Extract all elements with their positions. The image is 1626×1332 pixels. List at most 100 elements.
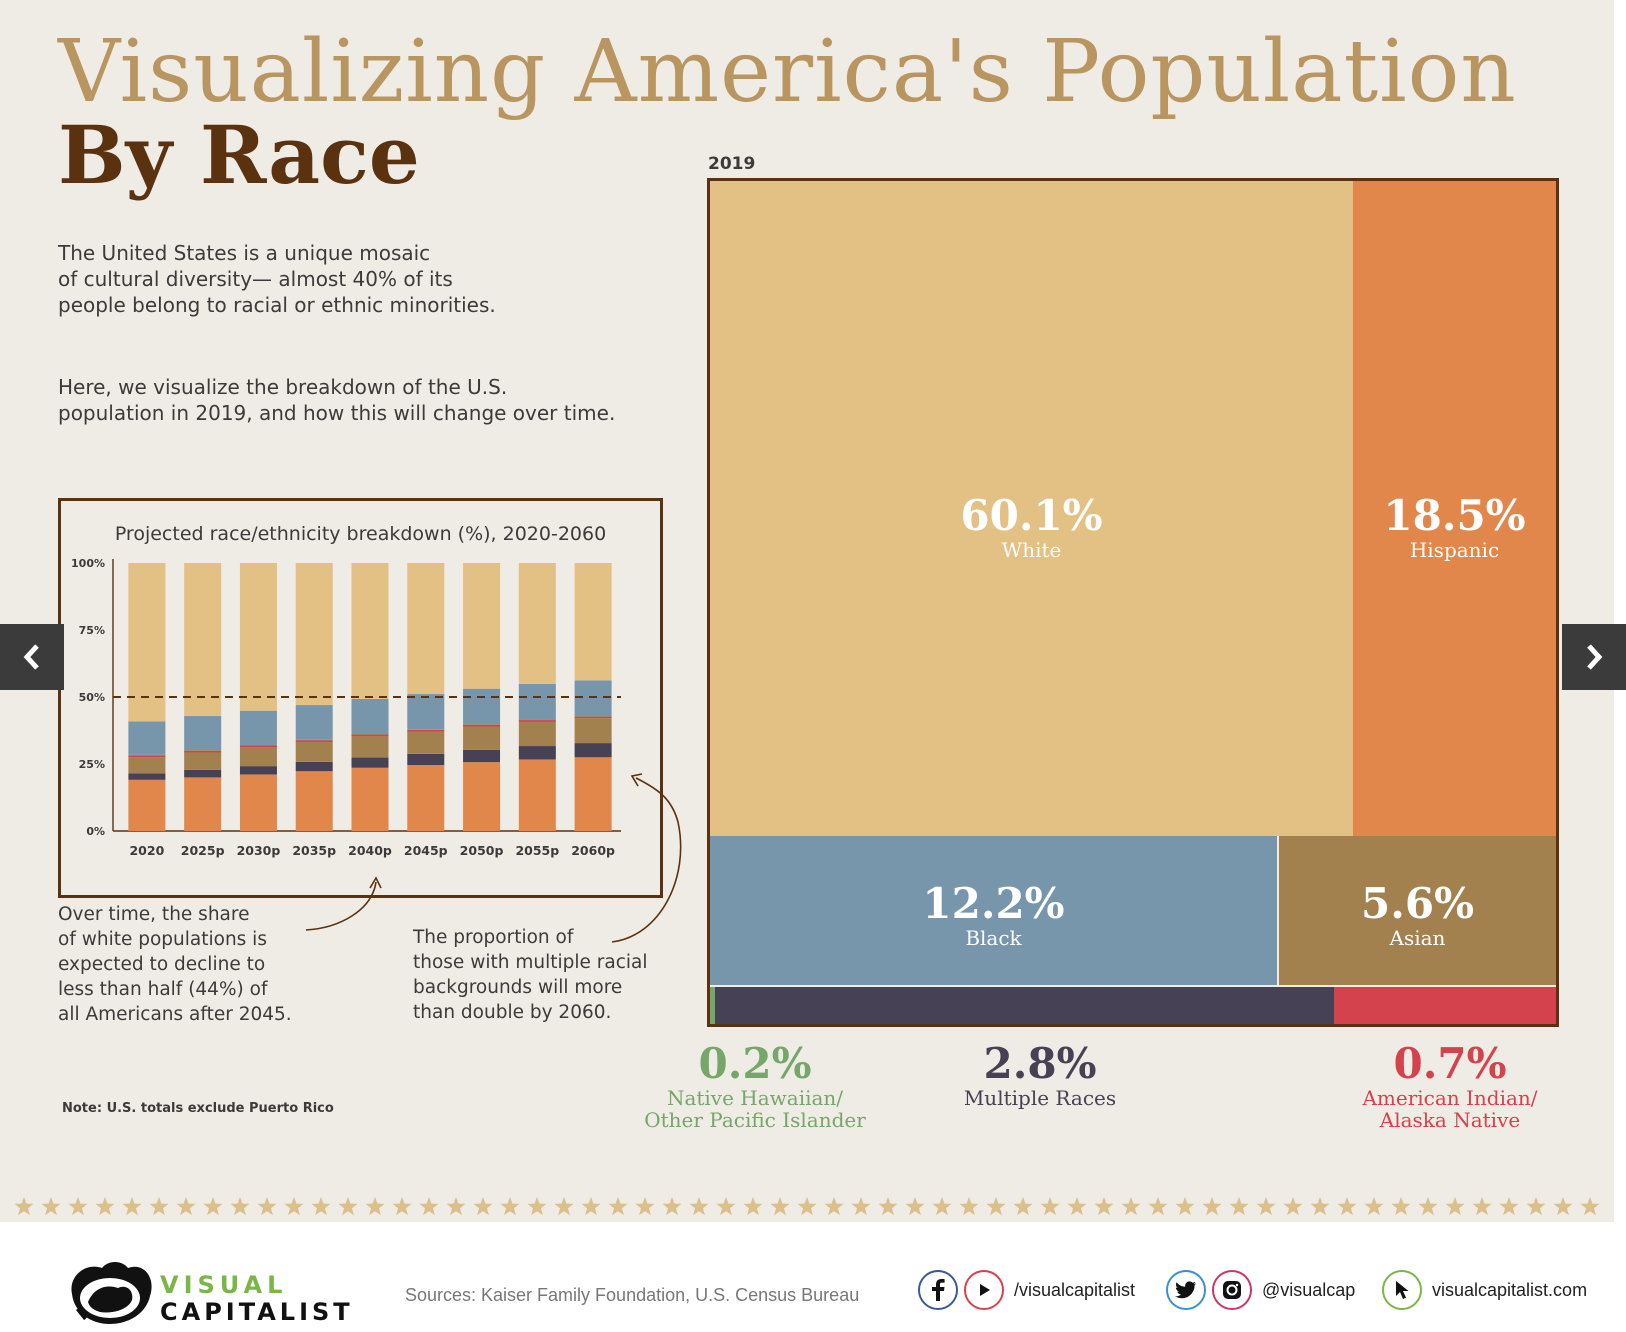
y-tick-label: 0% bbox=[86, 825, 105, 838]
bar-segment-asian bbox=[574, 718, 612, 744]
sources: Sources: Kaiser Family Foundation, U.S. … bbox=[405, 1285, 860, 1305]
star-icon bbox=[986, 1197, 1006, 1216]
star-icon bbox=[689, 1197, 709, 1216]
instagram-icon[interactable] bbox=[1212, 1270, 1252, 1310]
website-link[interactable]: visualcapitalist.com bbox=[1382, 1268, 1587, 1312]
star-icon bbox=[1148, 1197, 1168, 1216]
label-american-indian-value: 0.7% bbox=[1393, 1039, 1507, 1088]
y-tick-label: 25% bbox=[79, 758, 105, 771]
annotation-white-decline: Over time, the share of white population… bbox=[58, 904, 292, 1025]
star-icon bbox=[959, 1197, 979, 1216]
annotation-multiple-races: The proportion of those with multiple ra… bbox=[413, 927, 648, 1023]
star-icon bbox=[1472, 1197, 1492, 1216]
star-icon bbox=[230, 1197, 250, 1216]
bar-segment-native_hawaiian bbox=[128, 754, 166, 756]
star-icon bbox=[905, 1197, 925, 1216]
bar-segment-multiple bbox=[574, 743, 612, 758]
x-tick-label: 2030p bbox=[237, 843, 281, 858]
cursor-icon[interactable] bbox=[1382, 1270, 1422, 1310]
star-icon bbox=[365, 1197, 385, 1216]
tile-asian: 5.6% Asian bbox=[1277, 836, 1556, 985]
x-tick-label: 2035p bbox=[292, 843, 336, 858]
star-icon bbox=[1499, 1197, 1519, 1216]
chart-title: Projected race/ethnicity breakdown (%), … bbox=[114, 523, 607, 545]
projection-chart-panel: Projected race/ethnicity breakdown (%), … bbox=[58, 498, 663, 898]
bar-segment-american_indian bbox=[128, 755, 166, 758]
bar-segment-multiple bbox=[463, 749, 501, 763]
star-icon bbox=[932, 1197, 952, 1216]
bar-segment-hispanic bbox=[295, 771, 333, 831]
bar-segment-hispanic bbox=[518, 759, 556, 831]
bar-segment-white bbox=[295, 563, 333, 706]
infographic: Visualizing America's Population By Race… bbox=[0, 0, 1614, 1222]
bar-segment-asian bbox=[518, 721, 556, 747]
social-twitter-instagram[interactable]: @visualcap bbox=[1166, 1268, 1355, 1312]
star-icon bbox=[338, 1197, 358, 1216]
bar-segment-hispanic bbox=[128, 779, 166, 831]
star-icon bbox=[95, 1197, 115, 1216]
page-subtitle: By Race bbox=[58, 108, 420, 202]
social-facebook-youtube[interactable]: /visualcapitalist bbox=[918, 1268, 1135, 1312]
bar-segment-white bbox=[407, 563, 445, 695]
star-icon bbox=[419, 1197, 439, 1216]
arrow-head-white bbox=[369, 876, 382, 889]
bar-segment-american_indian bbox=[184, 750, 222, 753]
y-tick-label: 50% bbox=[79, 691, 105, 704]
tile-american-indian bbox=[1334, 987, 1556, 1024]
star-icon bbox=[662, 1197, 682, 1216]
star-icon bbox=[743, 1197, 763, 1216]
bar-segment-multiple bbox=[518, 746, 556, 760]
star-icon bbox=[1391, 1197, 1411, 1216]
bar-segment-asian bbox=[407, 731, 445, 754]
bar-segment-white bbox=[128, 563, 166, 722]
arrow-white-decline bbox=[305, 881, 377, 931]
stacked-bar-chart: 0% 25% 50% 75% 100% 2020 2025p 2030p 2035p 2040p 2… bbox=[71, 557, 621, 858]
x-tick-label: 2050p bbox=[460, 843, 504, 858]
label-american-indian-name: American Indian/ Alaska Native bbox=[1362, 1086, 1538, 1132]
star-icon bbox=[581, 1197, 601, 1216]
youtube-icon[interactable] bbox=[964, 1270, 1004, 1310]
page-title: Visualizing America's Population bbox=[58, 22, 1517, 122]
star-icon bbox=[149, 1197, 169, 1216]
bar-segment-asian bbox=[184, 752, 222, 770]
tile-white: 60.1% White bbox=[710, 181, 1353, 836]
star-icon bbox=[554, 1197, 574, 1216]
tile-black-name: Black bbox=[965, 926, 1022, 950]
bar-segment-native_hawaiian bbox=[518, 719, 556, 721]
label-american-indian: 0.7% American Indian/ Alaska Native bbox=[1330, 1039, 1570, 1132]
annotation-arrows bbox=[305, 773, 682, 943]
tile-hispanic-value: 18.5% bbox=[1383, 491, 1526, 540]
tile-multiple-races bbox=[715, 987, 1334, 1024]
arrow-head-multiple bbox=[630, 773, 643, 787]
star-icon bbox=[1553, 1197, 1573, 1216]
next-slide-button[interactable] bbox=[1562, 624, 1626, 690]
tile-white-value: 60.1% bbox=[960, 491, 1103, 540]
treemap-2019: 60.1% White 18.5% Hispanic 12.2% Black 5… bbox=[707, 178, 1559, 1027]
label-native-hawaiian-value: 0.2% bbox=[698, 1039, 812, 1088]
bar-segment-asian bbox=[351, 736, 389, 758]
bar-segment-native_hawaiian bbox=[351, 733, 389, 735]
star-icon bbox=[1580, 1197, 1600, 1216]
label-multiple-races: 2.8% Multiple Races bbox=[920, 1041, 1160, 1110]
star-icon bbox=[1175, 1197, 1195, 1216]
website-url[interactable]: visualcapitalist.com bbox=[1432, 1279, 1588, 1300]
star-icon bbox=[878, 1197, 898, 1216]
bar-segment-asian bbox=[463, 726, 501, 750]
twitter-icon[interactable] bbox=[1166, 1270, 1206, 1310]
social-handle-visualcap[interactable]: @visualcap bbox=[1262, 1279, 1356, 1300]
star-icon bbox=[824, 1197, 844, 1216]
star-icon bbox=[1445, 1197, 1465, 1216]
tile-black: 12.2% Black bbox=[710, 836, 1277, 985]
tile-black-value: 12.2% bbox=[922, 879, 1065, 928]
bar-segment-american_indian bbox=[351, 734, 389, 737]
facebook-icon[interactable] bbox=[918, 1270, 958, 1310]
prev-slide-button[interactable] bbox=[0, 624, 64, 690]
bar-segment-white bbox=[574, 563, 612, 681]
bar-segment-native_hawaiian bbox=[239, 744, 277, 746]
star-icon bbox=[1526, 1197, 1546, 1216]
star-icon bbox=[1256, 1197, 1276, 1216]
social-handle-visualcapitalist[interactable]: /visualcapitalist bbox=[1014, 1279, 1136, 1300]
x-tick-label: 2055p bbox=[515, 843, 559, 858]
bar-segment-multiple bbox=[128, 773, 166, 780]
star-icon bbox=[851, 1197, 871, 1216]
